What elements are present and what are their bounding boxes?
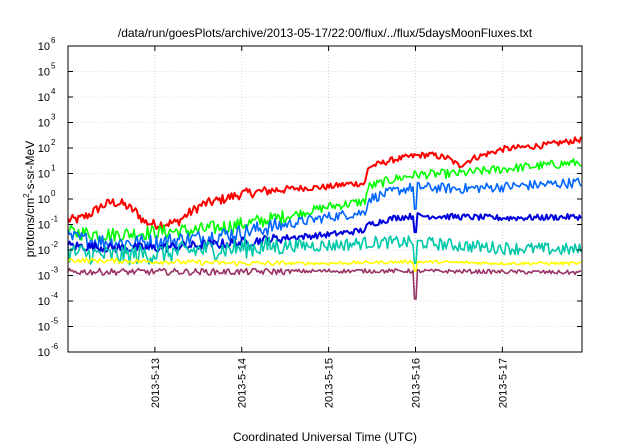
x-axis-label: Coordinated Universal Time (UTC) [233,430,417,444]
y-tick-label: 10 [38,67,50,79]
y-tick-label: 10 [38,322,50,334]
y-tick-label: 10 [38,271,50,283]
series-line-5 [67,235,582,266]
x-tick-label: 2013-5-13 [150,358,162,408]
series-line-7 [67,267,582,300]
x-tick-labels: 2013-5-13 2013-5-14 2013-5-15 2013-5-16 2013… [150,358,509,408]
plot-frame [67,45,583,353]
y-tick-exponent: 5 [51,62,56,71]
x-tick-label: 2013-5-15 [324,358,336,408]
y-tick-label: 10 [38,169,50,181]
y-tick-exponent: 0 [51,189,56,198]
y-tick-label: 10 [38,194,50,206]
y-tick-label: 10 [38,220,50,232]
y-axis-label-superscript: 2 [22,193,31,198]
series-line-6 [67,257,582,272]
y-tick-exponent: 2 [51,138,56,147]
x-tick-label: 2013-5-17 [497,358,509,408]
y-tick-label: 10 [38,245,50,257]
y-tick-exponent: -5 [51,317,59,326]
y-tick-exponent: -4 [51,291,59,300]
y-tick-exponent: -6 [51,342,59,351]
y-tick-exponent: -1 [51,215,59,224]
y-axis-label-part-2: -s-sr-MeV [23,141,37,194]
x-tick-label: 2013-5-16 [410,358,422,408]
y-tick-label: 10 [38,92,50,104]
y-tick-label: 10 [38,118,50,130]
y-axis-label-part-1: protons/cm [23,198,37,257]
grid [68,46,582,352]
series-line-4 [67,212,582,254]
chart-title: /data/run/goesPlots/archive/2013-05-17/2… [118,26,533,40]
y-tick-label: 10 [38,41,50,53]
series-line-2 [67,158,582,243]
axis-ticks [68,45,582,353]
y-tick-labels: 10-610-510-410-310-210-11001011021031041… [38,36,59,359]
y-tick-label: 10 [38,296,50,308]
series-lines [67,136,582,300]
y-tick-label: 10 [38,347,50,359]
y-axis-label: protons/cm2-s-sr-MeV [22,141,37,257]
y-tick-label: 10 [38,143,50,155]
y-tick-exponent: 4 [51,87,56,96]
x-tick-label: 2013-5-14 [237,358,249,408]
y-tick-exponent: 3 [51,113,56,122]
y-tick-exponent: -3 [51,266,59,275]
y-tick-exponent: 1 [51,164,56,173]
y-tick-exponent: -2 [51,240,59,249]
y-tick-exponent: 6 [51,36,56,45]
series-line-1 [67,136,582,230]
